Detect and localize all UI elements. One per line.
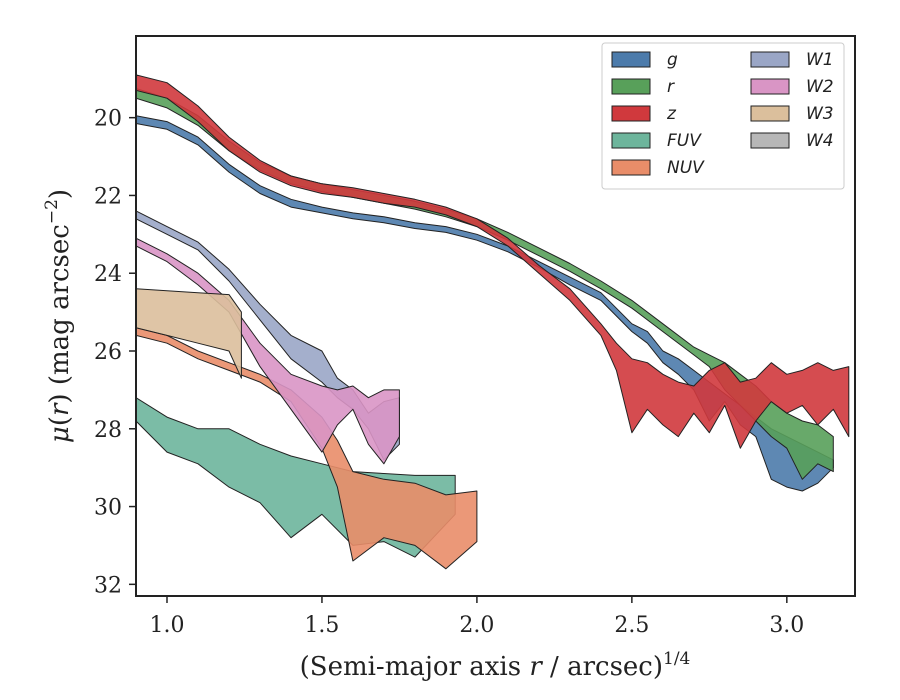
legend-swatch-w1 — [750, 51, 790, 68]
y-tick-label: 24 — [94, 262, 122, 287]
series-layer — [136, 74, 850, 570]
legend-swatch-z — [611, 105, 651, 122]
y-tick-label: 32 — [94, 573, 122, 598]
legend-swatch-r — [611, 78, 651, 95]
legend-label-w4: W4 — [806, 131, 834, 151]
x-axis-label: (Semi-major axis r / arcsec)1/4 — [300, 649, 691, 682]
legend-label-r: r — [667, 77, 675, 97]
legend-swatch-w4 — [750, 132, 790, 149]
legend-label-fuv: FUV — [667, 131, 702, 151]
legend-label-w3: W3 — [806, 104, 834, 124]
y-axis-label: μ(r) (mag arcsec−2) — [42, 189, 75, 443]
y-tick-label: 26 — [94, 340, 122, 365]
legend-label-nuv: NUV — [667, 158, 705, 178]
y-axis: 20 22 24 26 28 30 32 — [94, 107, 136, 598]
legend-swatch-g — [611, 51, 651, 68]
legend-swatch-nuv — [611, 159, 651, 176]
band-z — [136, 74, 850, 449]
x-axis: 1.0 1.5 2.0 2.5 3.0 — [149, 596, 804, 638]
legend-label-g: g — [667, 50, 678, 70]
plot-frame — [135, 35, 856, 597]
legend-swatch-fuv — [611, 132, 651, 149]
y-tick-label: 20 — [94, 107, 122, 132]
x-tick-label: 3.0 — [769, 613, 804, 638]
legend-label-w1: W1 — [806, 50, 834, 70]
y-tick-label: 22 — [94, 184, 122, 209]
legend-swatch-w2 — [750, 78, 790, 95]
x-tick-label: 2.0 — [459, 613, 494, 638]
x-tick-label: 2.5 — [614, 613, 649, 638]
legend-label-w2: W2 — [806, 77, 834, 97]
y-tick-label: 28 — [94, 418, 122, 443]
legend-label-z: z — [666, 104, 677, 124]
band-w3 — [136, 288, 242, 379]
x-tick-label: 1.5 — [304, 613, 339, 638]
legend-swatch-w3 — [750, 105, 790, 122]
x-tick-label: 1.0 — [149, 613, 184, 638]
legend: grz FUV NUV W1 W2 W3 W4 — [601, 42, 845, 190]
y-tick-label: 30 — [94, 496, 122, 521]
